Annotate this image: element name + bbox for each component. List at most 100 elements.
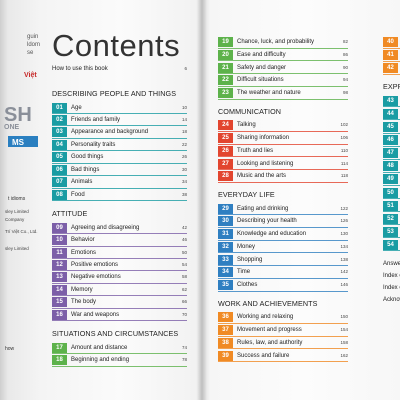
contents-entry: 34 Time 142 (218, 267, 348, 279)
contents-entry: 27 Looking and listening 114 (218, 158, 348, 170)
entry-rule (52, 270, 187, 272)
entry-rule (218, 322, 348, 324)
entry-number: 54 (383, 239, 398, 250)
entry-rule (383, 119, 400, 121)
entry-title: Looking and listening (237, 160, 294, 167)
entry-number: 43 (383, 95, 398, 106)
entry-title: The weather and nature (237, 90, 301, 96)
entry-page: 50 (181, 249, 187, 255)
entry-rule (52, 113, 187, 114)
entry-number: 07 (52, 177, 67, 188)
entry-number: 41 (383, 50, 398, 61)
entry-number: 45 (383, 122, 398, 132)
entry-rule (218, 335, 348, 337)
entry-rule (218, 47, 348, 49)
entry-number: 01 (52, 102, 67, 113)
contents-entry: 43"Make" an (383, 95, 400, 107)
entry-rule (52, 175, 187, 176)
entry-title: Describing your health (237, 218, 297, 225)
entry-rule (218, 239, 348, 241)
contents-entry: 32 Money 134 (218, 241, 348, 253)
entry-rule (218, 265, 348, 266)
entry-page: 162 (340, 352, 348, 358)
entry-number: 14 (52, 284, 67, 295)
left-page-fragment: ldom (27, 42, 41, 48)
entry-title: Ease and difficulty (237, 51, 286, 58)
entry-rule (218, 60, 348, 61)
contents-entry: 11 Emotions 50 (52, 247, 187, 259)
entry-rule (218, 277, 348, 279)
entry-page: 34 (181, 179, 187, 185)
entry-rule (52, 320, 187, 321)
entry-page: 98 (342, 90, 348, 95)
entry-rule (383, 237, 400, 238)
entry-page: 22 (181, 141, 187, 147)
contents-entry: 17 Amount and distance 74 (52, 342, 187, 354)
contents-entry: 23 The weather and nature 98 (218, 88, 348, 100)
entry-page: 122 (340, 205, 348, 211)
entry-title: Truth and lies (237, 147, 274, 154)
contents-entry: 44"Give" and (383, 108, 400, 121)
entry-page: 94 (342, 77, 348, 83)
entry-number: 26 (218, 145, 233, 156)
entry-page: 114 (340, 160, 348, 166)
contents-entry: 28 Music and the arts 118 (218, 171, 348, 183)
entry-title: Talking (237, 122, 256, 129)
entry-rule (383, 224, 400, 225)
contents-entry: 52Easily co (383, 213, 400, 225)
entry-number: 42 (383, 63, 398, 74)
left-page-fragment: se (27, 50, 34, 56)
contents-entry: 06 Bad things 30 (52, 164, 187, 176)
intro-line: How to use this book 6 (52, 66, 187, 74)
entry-number: 33 (218, 254, 233, 265)
entry-rule (52, 125, 187, 127)
intro-label: How to use this book (52, 66, 108, 72)
entry-title: Working and relaxing (237, 314, 294, 321)
entry-number: 50 (383, 187, 398, 198)
contents-entry: 10 Behavior 46 (52, 235, 187, 247)
contents-entry: 30 Describing your health 126 (218, 216, 348, 228)
entry-title: Time (237, 269, 251, 276)
entry-number: 12 (52, 259, 67, 270)
entry-rule (52, 307, 187, 309)
contents-entry: 18 Beginning and ending 78 (52, 355, 187, 367)
section-heading: WORK AND ACHIEVEMENTS (218, 298, 318, 308)
back-matter-item: Answers (383, 261, 400, 267)
entry-number: 19 (218, 37, 233, 47)
left-page-fragment: sley Limited (5, 209, 29, 214)
contents-entry: 22 Difficult situations 94 (218, 75, 348, 87)
entry-page: 90 (342, 64, 348, 70)
entry-page: 30 (181, 166, 187, 172)
contents-entry: 08 Food 38 (52, 189, 187, 201)
left-page-fragment: sley Limited (5, 246, 29, 251)
entry-title: Safety and danger (237, 64, 287, 71)
entry-rule (218, 290, 348, 292)
entry-title: Knowledge and education (237, 231, 307, 237)
entry-number: 08 (52, 189, 67, 200)
entry-page: 126 (340, 218, 348, 224)
contents-entry: 50Similes (383, 187, 400, 199)
entry-rule (218, 73, 348, 74)
entry-title: Animals (71, 179, 93, 186)
entry-number: 48 (383, 161, 398, 172)
entry-number: 18 (52, 355, 67, 366)
entry-rule (218, 98, 348, 100)
entry-title: Age (71, 104, 82, 111)
entry-page: 78 (181, 357, 187, 363)
entry-rule (52, 282, 187, 284)
entry-title: Success and failure (237, 352, 290, 359)
entry-title: Clothes (237, 282, 258, 288)
entry-number: 37 (218, 325, 233, 335)
entry-rule (383, 198, 400, 199)
entry-rule (52, 353, 187, 354)
section-heading: SITUATIONS AND CIRCUMSTANCES (52, 329, 179, 339)
entry-title: Negative emotions (71, 274, 121, 281)
entry-page: 86 (342, 51, 348, 57)
entry-title: Good things (71, 154, 104, 161)
entry-rule (218, 169, 348, 170)
contents-entry: 02 Friends and family 14 (52, 114, 187, 127)
contents-entry: 07 Animals 34 (52, 177, 187, 189)
entry-number: 25 (218, 133, 233, 143)
entry-rule (218, 214, 348, 215)
left-page-fragment: SH (4, 104, 32, 126)
